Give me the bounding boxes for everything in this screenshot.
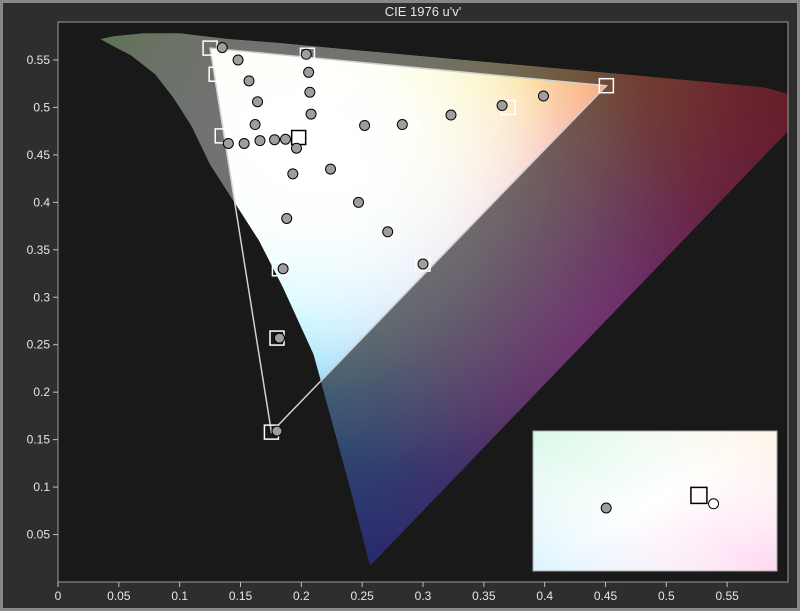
- measured-point: [270, 135, 280, 145]
- y-tick-label: 0.25: [27, 338, 51, 352]
- measured-point: [274, 333, 284, 343]
- measured-point: [282, 213, 292, 223]
- x-tick-label: 0.3: [415, 589, 432, 603]
- measured-point: [306, 109, 316, 119]
- cie-chart-svg: CIE 1976 u'v' 0 0.05 0.1 0.15 0.2 0.25 0.3 0.35 0…: [0, 0, 800, 611]
- x-tick-label: 0.2: [293, 589, 310, 603]
- y-tick-label: 0.4: [33, 195, 50, 209]
- measured-point: [446, 110, 456, 120]
- measured-point: [383, 227, 393, 237]
- measured-point: [255, 136, 265, 146]
- measured-point: [288, 169, 298, 179]
- x-tick-label: 0: [55, 589, 62, 603]
- measured-point: [281, 134, 291, 144]
- measured-point: [250, 120, 260, 130]
- x-tick-label: 0.25: [350, 589, 374, 603]
- x-tick-label: 0.5: [658, 589, 675, 603]
- measured-point: [538, 91, 548, 101]
- x-tick-label: 0.35: [472, 589, 496, 603]
- measured-point: [326, 164, 336, 174]
- y-tick-label: 0.2: [33, 385, 50, 399]
- x-tick-label: 0.05: [107, 589, 131, 603]
- measured-point: [397, 120, 407, 130]
- y-tick-label: 0.05: [27, 528, 51, 542]
- inset-panel: [533, 431, 777, 571]
- y-tick-label: 0.5: [33, 100, 50, 114]
- measured-point: [291, 143, 301, 153]
- y-tick-label: 0.3: [33, 290, 50, 304]
- measured-point: [497, 101, 507, 111]
- measured-point: [272, 426, 282, 436]
- measured-point: [223, 138, 233, 148]
- x-tick-label: 0.4: [536, 589, 553, 603]
- y-tick-label: 0.15: [27, 433, 51, 447]
- x-tick-label: 0.55: [715, 589, 739, 603]
- measured-point: [304, 67, 314, 77]
- measured-point: [354, 197, 364, 207]
- measured-point: [253, 97, 263, 107]
- chart-title: CIE 1976 u'v': [385, 4, 462, 19]
- x-tick-label: 0.1: [171, 589, 188, 603]
- x-tick-label: 0.45: [594, 589, 618, 603]
- y-tick-label: 0.55: [27, 53, 51, 67]
- y-tick-label: 0.35: [27, 243, 51, 257]
- measured-point: [278, 264, 288, 274]
- measured-point: [233, 55, 243, 65]
- measured-point: [217, 43, 227, 53]
- measured-point: [305, 87, 315, 97]
- measured-point: [301, 49, 311, 59]
- measured-point: [418, 259, 428, 269]
- y-tick-label: 0.45: [27, 148, 51, 162]
- measured-point: [360, 120, 370, 130]
- x-tick-label: 0.15: [229, 589, 253, 603]
- inset-measured-point: [601, 503, 611, 513]
- y-tick-label: 0.1: [33, 480, 50, 494]
- inset-measured-point: [709, 499, 719, 509]
- measured-point: [244, 76, 254, 86]
- chart-frame: CIE 1976 u'v' 0 0.05 0.1 0.15 0.2 0.25 0.3 0.35 0…: [0, 0, 800, 611]
- measured-point: [239, 138, 249, 148]
